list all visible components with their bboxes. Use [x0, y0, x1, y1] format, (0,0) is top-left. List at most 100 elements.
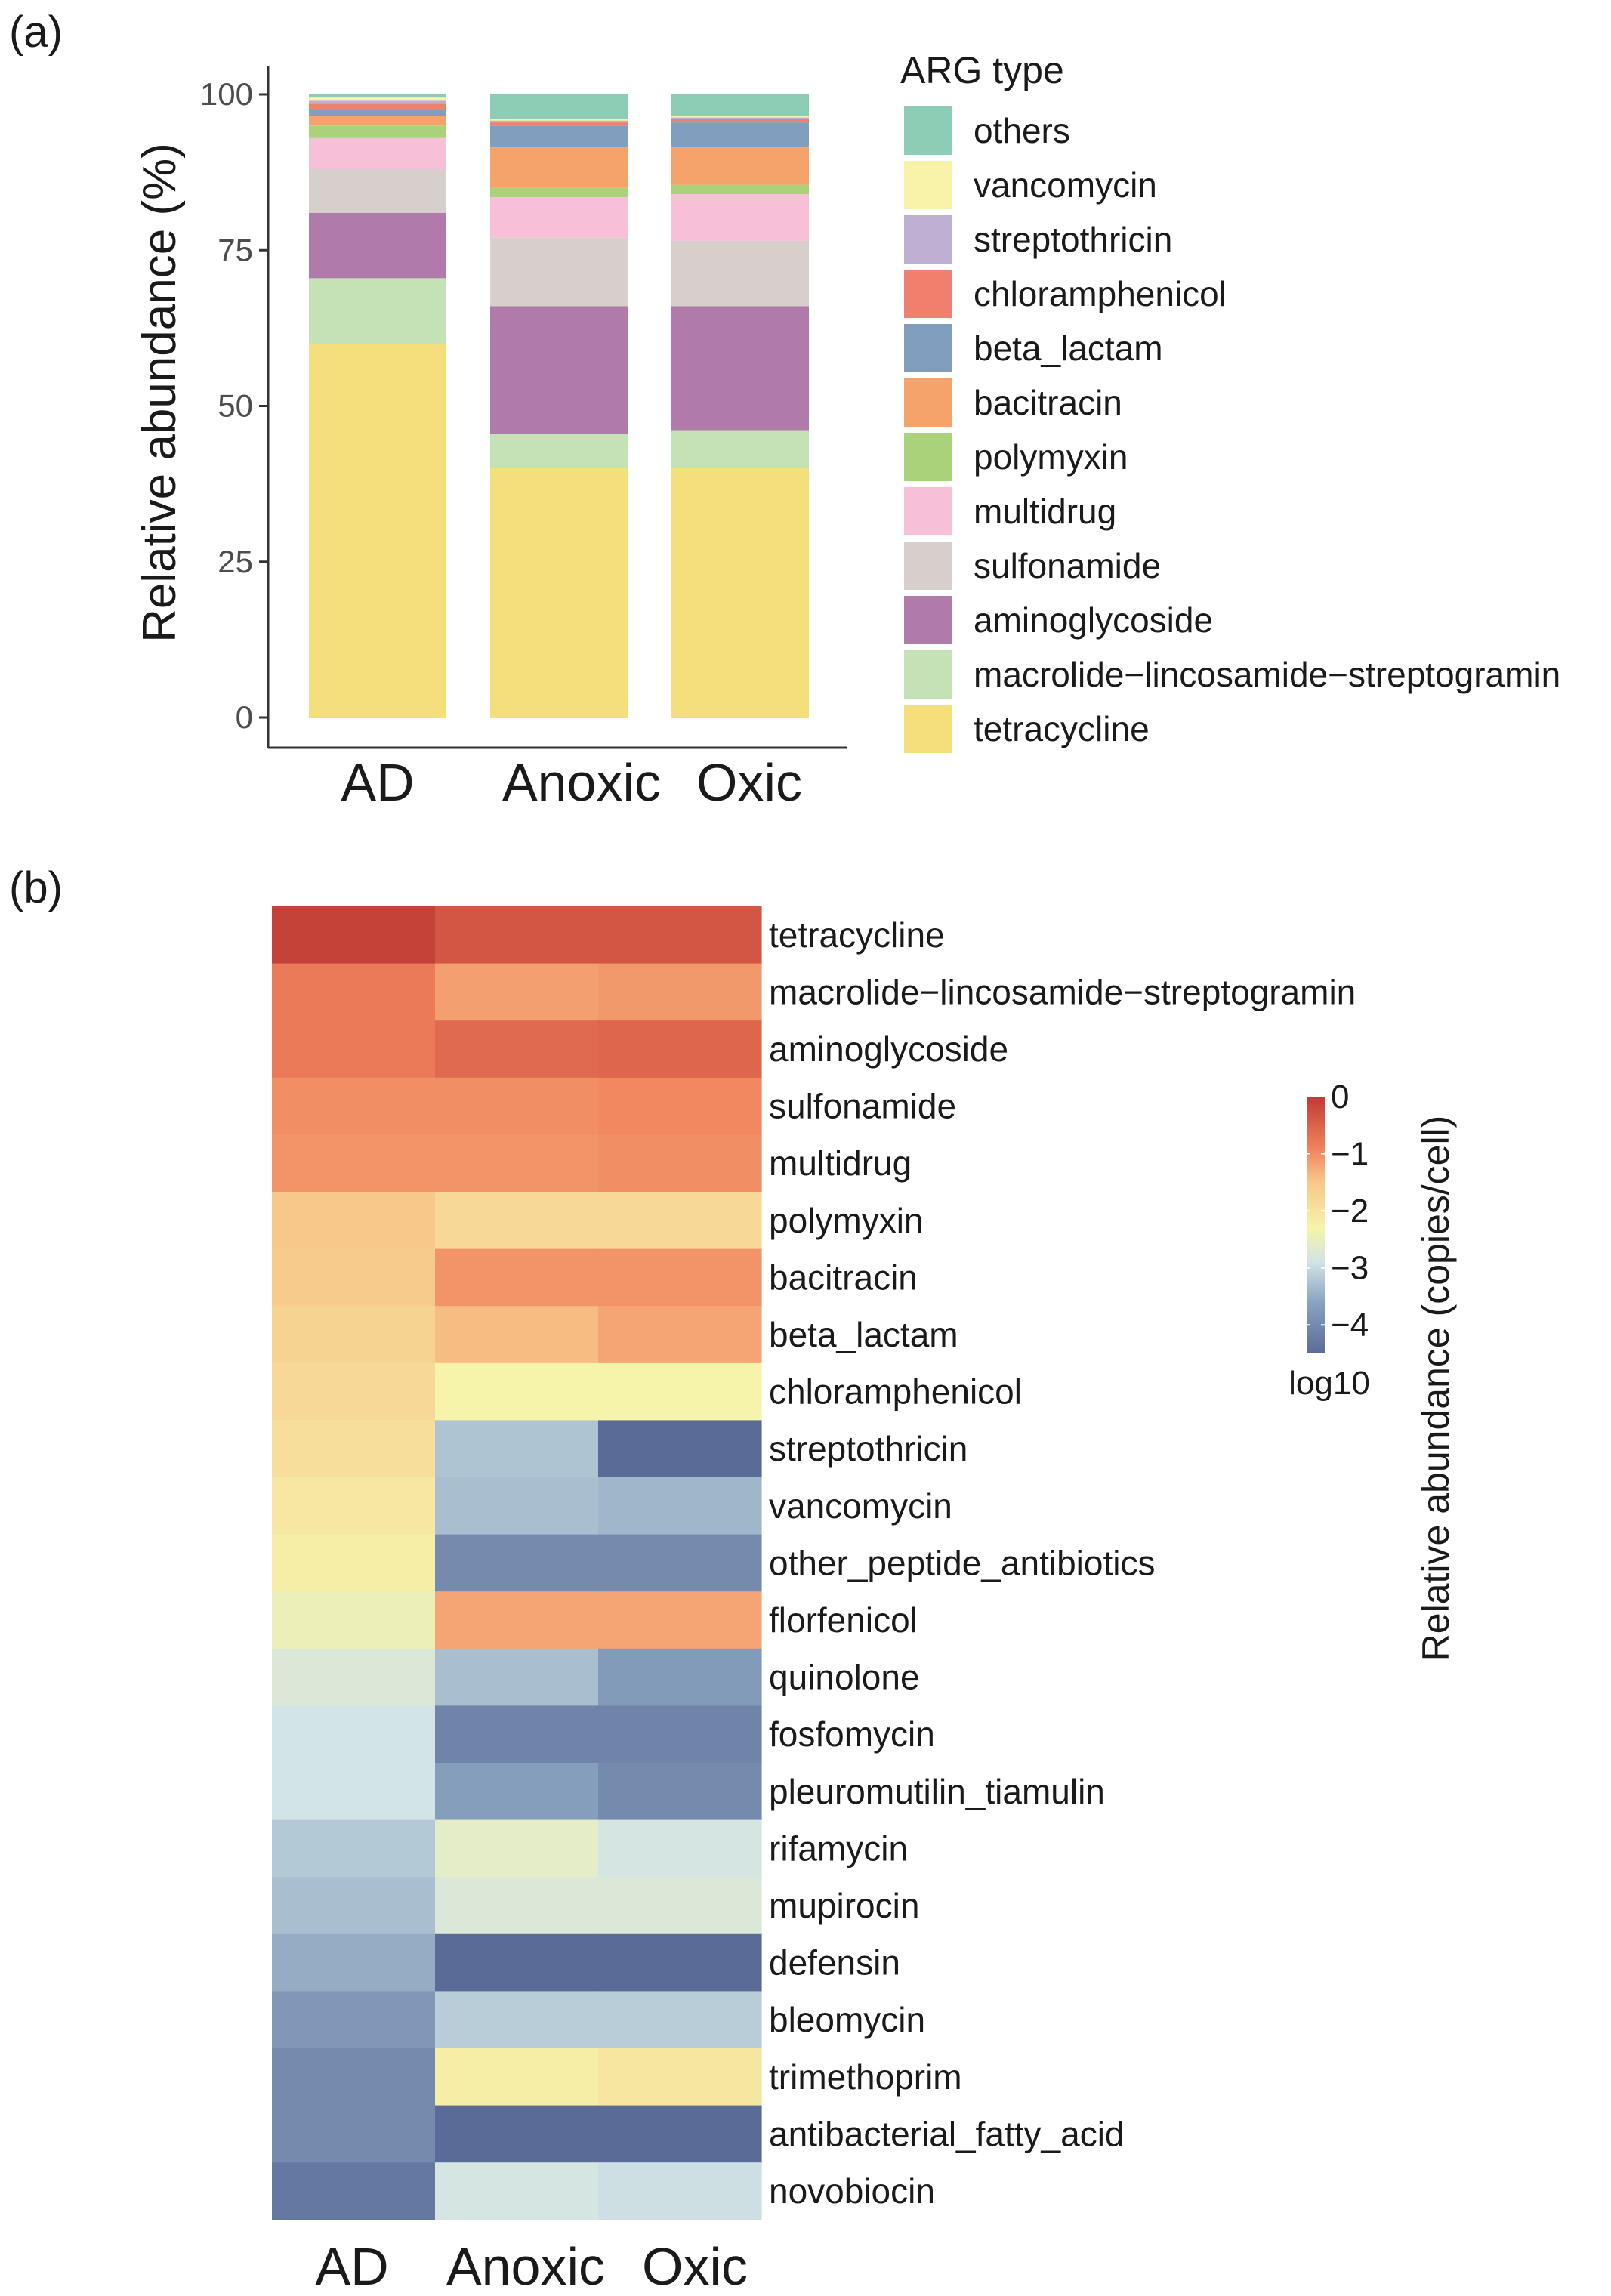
heat-cell-9-ad — [272, 1420, 436, 1478]
heat-cell-18-ad — [272, 1933, 436, 1992]
colorbar-gradient — [1307, 1097, 1325, 1353]
legend-swatch-aminoglycoside — [904, 596, 952, 644]
legend-label-chloramphenicol: chloramphenicol — [974, 274, 1227, 313]
heat-cell-4-anoxic — [435, 1134, 599, 1193]
y-tick-label-0: 0 — [236, 699, 253, 735]
bar-segment-polymyxin-anoxic — [490, 187, 628, 198]
bar-segment-others-ad — [309, 94, 446, 98]
heat-cell-2-ad — [272, 1020, 436, 1079]
heat-cell-8-oxic — [598, 1362, 762, 1421]
row-label-0: tetracycline — [769, 915, 945, 955]
heat-cell-5-ad — [272, 1192, 436, 1250]
legend-swatch-streptothricin — [904, 215, 952, 264]
legend-label-aminoglycoside: aminoglycoside — [974, 600, 1213, 640]
legend-label-others: others — [974, 111, 1070, 150]
column-labels: AD Anoxic Oxic — [315, 2237, 748, 2296]
heat-cell-21-oxic — [598, 2105, 762, 2163]
bar-segment-sulfonamide-anoxic — [490, 237, 628, 307]
heat-cell-4-oxic — [598, 1134, 762, 1193]
bar-segment-vancomycin-anoxic — [490, 119, 628, 121]
row-label-20: trimethoprim — [769, 2057, 962, 2097]
heat-cell-17-ad — [272, 1877, 436, 1935]
bar-segment-beta_lactam-ad — [309, 110, 446, 116]
stacked-bar-chart: 0 25 50 75 100 AD Anoxic Oxic Relative abundan… — [134, 49, 1560, 812]
heat-cell-16-ad — [272, 1819, 436, 1878]
bar-segment-tetracycline-anoxic — [490, 468, 628, 718]
heat-cell-0-ad — [272, 906, 436, 964]
heat-cell-5-anoxic — [435, 1192, 599, 1250]
heat-cell-6-anoxic — [435, 1248, 599, 1307]
bar-segment-sulfonamide-oxic — [671, 240, 809, 307]
heat-cell-15-oxic — [598, 1763, 762, 1821]
heat-cell-0-oxic — [598, 906, 762, 964]
heat-cell-22-oxic — [598, 2162, 762, 2220]
colorbar-tick-label-0: 0 — [1331, 1079, 1349, 1116]
bar-segment-tetracycline-oxic — [671, 468, 809, 718]
legend-label-streptothricin: streptothricin — [974, 220, 1172, 259]
colorbar-unit-label: log10 — [1288, 1365, 1370, 1402]
heat-cell-20-ad — [272, 2048, 436, 2106]
colorbar-tick-label-2: −2 — [1331, 1193, 1369, 1230]
row-label-4: multidrug — [769, 1143, 912, 1183]
heat-cell-7-anoxic — [435, 1306, 599, 1364]
legend-label-macrolide-lincosamide-streptogramin: macrolide−lincosamide−streptogramin — [974, 655, 1560, 694]
x-label-oxic: Oxic — [696, 753, 802, 812]
heat-cell-19-oxic — [598, 1991, 762, 2049]
legend-swatch-bacitracin — [904, 378, 952, 427]
colorbar-tick-label-1: −1 — [1331, 1136, 1369, 1173]
heat-cell-19-anoxic — [435, 1991, 599, 2049]
heat-cell-10-anoxic — [435, 1477, 599, 1535]
bar-stacks — [309, 94, 809, 718]
heat-cell-1-anoxic — [435, 963, 599, 1021]
legend-label-multidrug: multidrug — [974, 492, 1116, 531]
col-label-oxic: Oxic — [642, 2237, 748, 2296]
bar-segment-polymyxin-oxic — [671, 184, 809, 194]
heat-cell-6-ad — [272, 1248, 436, 1307]
colorbar-ticks: 0 −1 −2 −3 −4 — [1307, 1079, 1369, 1344]
legend-swatch-macrolide-lincosamide-streptogramin — [904, 650, 952, 699]
row-label-5: polymyxin — [769, 1201, 924, 1240]
bar-segment-others-oxic — [671, 94, 809, 116]
x-label-anoxic: Anoxic — [502, 753, 661, 812]
heat-cell-21-ad — [272, 2105, 436, 2163]
col-label-ad: AD — [315, 2237, 388, 2296]
bar-segment-multidrug-oxic — [671, 194, 809, 241]
row-label-6: bacitracin — [769, 1258, 918, 1297]
heat-cell-19-ad — [272, 1991, 436, 2049]
row-label-13: quinolone — [769, 1658, 920, 1697]
heat-cell-14-anoxic — [435, 1705, 599, 1764]
legend-label-sulfonamide: sulfonamide — [974, 546, 1161, 585]
row-label-8: chloramphenicol — [769, 1372, 1022, 1412]
heat-cell-20-oxic — [598, 2048, 762, 2106]
legend-swatch-chloramphenicol — [904, 270, 952, 318]
panel-label-a: (a) — [9, 8, 63, 57]
bar-segment-multidrug-anoxic — [490, 197, 628, 238]
bar-segment-chloramphenicol-anoxic — [490, 122, 628, 126]
y-tick-label-75: 75 — [218, 232, 253, 267]
bar-segment-polymyxin-ad — [309, 125, 446, 138]
row-label-2: aminoglycoside — [769, 1029, 1008, 1069]
heatmap-cells — [272, 906, 762, 2220]
bar-segment-macrolide-lincosamide-streptogramin-oxic — [671, 430, 809, 468]
colorbar: 0 −1 −2 −3 −4 log10 Relative abundance (copi… — [1288, 1079, 1457, 1661]
y-tick-label-50: 50 — [218, 388, 253, 424]
heat-cell-7-oxic — [598, 1306, 762, 1364]
row-label-1: macrolide−lincosamide−streptogramin — [769, 972, 1356, 1011]
heat-cell-22-anoxic — [435, 2162, 599, 2220]
heat-cell-20-anoxic — [435, 2048, 599, 2106]
col-label-anoxic: Anoxic — [446, 2237, 605, 2296]
panel-label-b: (b) — [9, 863, 63, 912]
heat-cell-18-anoxic — [435, 1933, 599, 1992]
heat-cell-5-oxic — [598, 1192, 762, 1250]
heat-cell-16-oxic — [598, 1819, 762, 1878]
heat-cell-0-anoxic — [435, 906, 599, 964]
legend-swatch-multidrug — [904, 487, 952, 535]
legend-items: others vancomycin streptothricin chloramphe… — [904, 106, 1560, 753]
row-label-19: bleomycin — [769, 2000, 925, 2039]
colorbar-tick-label-3: −3 — [1331, 1250, 1369, 1287]
legend-swatch-vancomycin — [904, 161, 952, 209]
heat-cell-14-oxic — [598, 1705, 762, 1764]
heat-cell-12-oxic — [598, 1591, 762, 1649]
bar-segment-streptothricin-anoxic — [490, 120, 628, 123]
row-label-9: streptothricin — [769, 1429, 968, 1468]
